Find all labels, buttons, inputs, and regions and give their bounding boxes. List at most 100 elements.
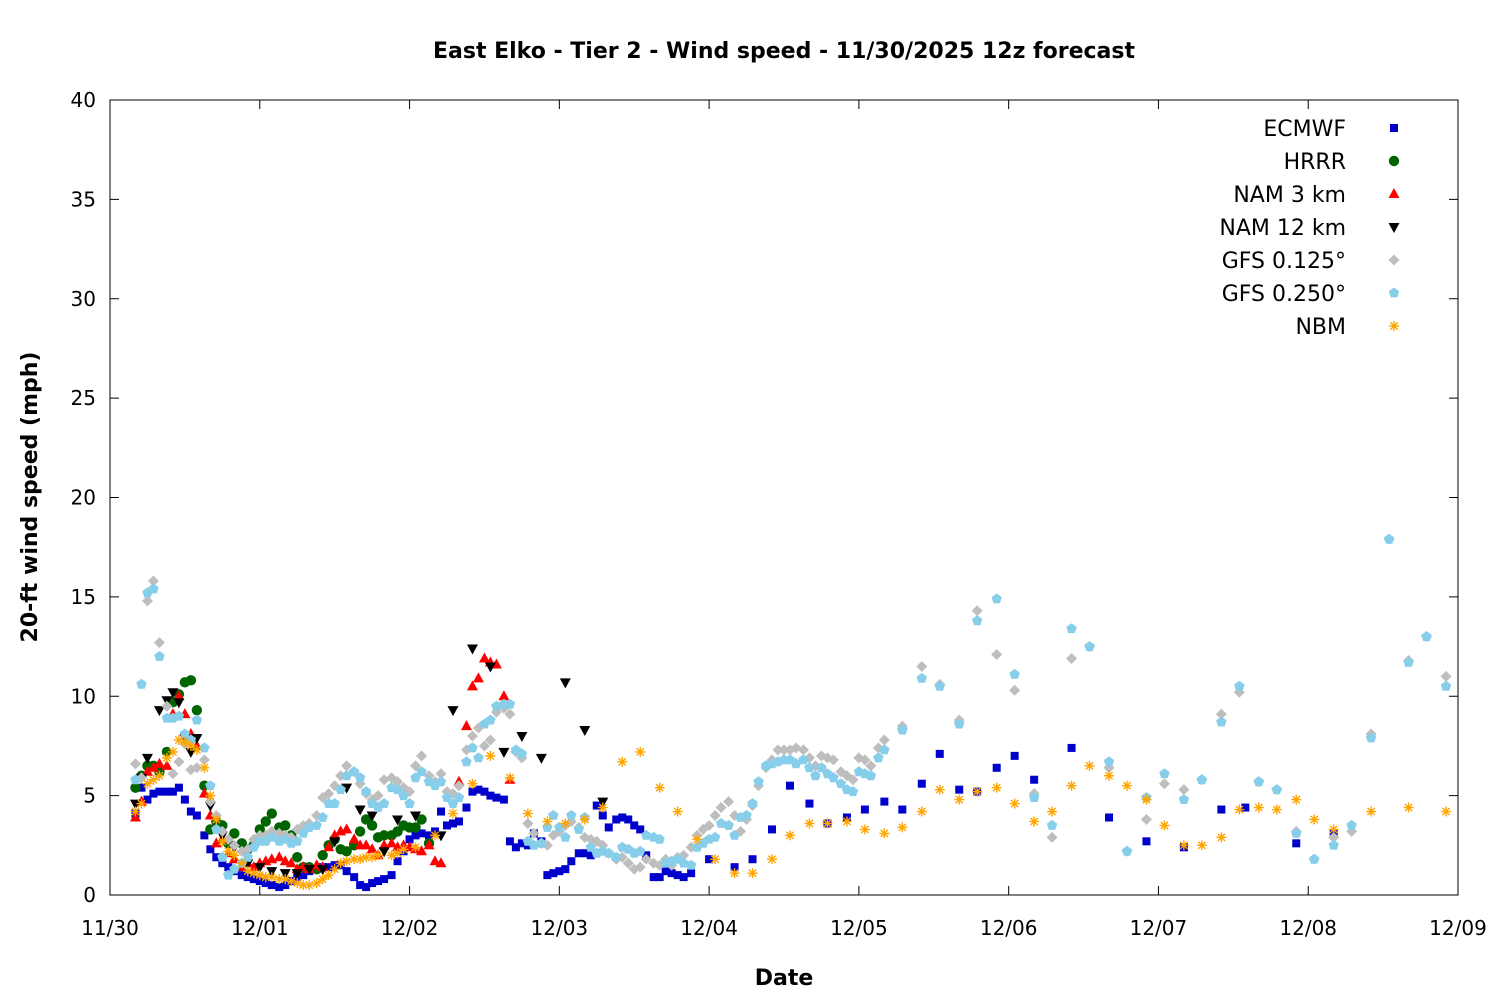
- legend-label: NBM: [1295, 315, 1346, 340]
- data-point: [579, 726, 591, 737]
- x-tick-label: 12/06: [980, 916, 1038, 940]
- data-point: [173, 734, 184, 745]
- data-point: [753, 776, 764, 787]
- data-point: [484, 662, 496, 673]
- data-point: [173, 698, 185, 709]
- data-point: [266, 831, 277, 842]
- data-point: [1121, 845, 1133, 856]
- data-point: [859, 754, 871, 766]
- data-point: [260, 816, 271, 827]
- data-point: [865, 770, 877, 781]
- data-point: [341, 760, 353, 772]
- data-point: [291, 869, 303, 880]
- x-tick-label: 12/09: [1429, 916, 1487, 940]
- data-point: [366, 820, 378, 831]
- data-point: [597, 802, 608, 813]
- data-point: [280, 820, 291, 831]
- data-point: [1253, 802, 1264, 813]
- data-point: [878, 734, 890, 746]
- data-point: [536, 837, 547, 848]
- chart-title: East Elko - Tier 2 - Wind speed - 11/30/…: [433, 39, 1136, 64]
- series-nbm: [130, 734, 1452, 891]
- data-point: [880, 797, 889, 806]
- legend-marker: [1389, 321, 1399, 331]
- data-point: [916, 806, 927, 817]
- data-point: [392, 848, 403, 859]
- data-point: [141, 765, 153, 776]
- data-point: [218, 859, 227, 868]
- data-point: [350, 873, 359, 882]
- data-point: [667, 869, 676, 878]
- data-point: [416, 750, 428, 762]
- data-point: [804, 818, 815, 829]
- series-gfs-0-125-: [129, 533, 1452, 875]
- data-point: [273, 851, 285, 862]
- legend-marker: [1388, 254, 1400, 266]
- data-point: [1292, 839, 1301, 848]
- data-point: [129, 799, 141, 810]
- data-point: [703, 819, 715, 831]
- data-point: [179, 728, 191, 739]
- data-point: [148, 774, 159, 785]
- data-point: [709, 831, 721, 842]
- data-point: [410, 822, 421, 833]
- data-point: [554, 821, 565, 832]
- data-point: [1196, 774, 1208, 785]
- data-point: [723, 819, 734, 830]
- data-point: [454, 817, 463, 826]
- data-point: [1009, 684, 1021, 696]
- data-point: [1028, 792, 1040, 803]
- legend-marker: [1388, 188, 1400, 198]
- data-point: [137, 783, 146, 792]
- data-point: [865, 760, 877, 772]
- data-point: [317, 874, 328, 885]
- legend-label: NAM 12 km: [1219, 216, 1346, 241]
- data-point: [1309, 853, 1320, 864]
- data-point: [206, 845, 215, 854]
- data-point: [1346, 819, 1357, 830]
- data-point: [1178, 794, 1190, 804]
- data-point: [1047, 806, 1058, 817]
- data-point: [435, 776, 447, 787]
- data-point: [672, 806, 683, 817]
- data-point: [462, 803, 471, 812]
- data-point: [153, 757, 165, 768]
- data-point: [191, 733, 203, 744]
- data-point: [167, 746, 178, 757]
- data-point: [1216, 716, 1227, 727]
- data-point: [410, 760, 422, 772]
- data-point: [1159, 768, 1170, 779]
- data-point: [161, 759, 173, 770]
- data-point: [741, 810, 752, 820]
- data-point: [1440, 670, 1452, 682]
- data-point: [624, 815, 633, 824]
- data-point: [261, 879, 270, 888]
- data-point: [162, 787, 171, 796]
- data-point: [485, 714, 496, 725]
- data-point: [873, 752, 884, 763]
- data-point: [173, 756, 185, 768]
- data-point: [847, 786, 859, 797]
- data-point: [934, 784, 945, 795]
- data-point: [299, 871, 308, 880]
- data-point: [205, 790, 216, 801]
- data-point: [835, 778, 847, 789]
- data-point: [366, 843, 378, 854]
- data-point: [1421, 631, 1432, 642]
- data-point: [543, 871, 552, 880]
- data-point: [548, 810, 559, 820]
- data-point: [437, 807, 446, 816]
- data-point: [1084, 760, 1095, 771]
- data-point: [635, 845, 646, 856]
- data-point: [472, 672, 484, 683]
- data-point: [622, 857, 634, 869]
- data-point: [485, 750, 496, 761]
- data-point: [567, 857, 576, 866]
- data-point: [179, 736, 190, 747]
- data-point: [598, 811, 607, 820]
- data-point: [136, 798, 147, 809]
- data-point: [155, 787, 164, 796]
- data-point: [798, 754, 809, 765]
- data-point: [478, 740, 490, 752]
- data-point: [1142, 837, 1151, 846]
